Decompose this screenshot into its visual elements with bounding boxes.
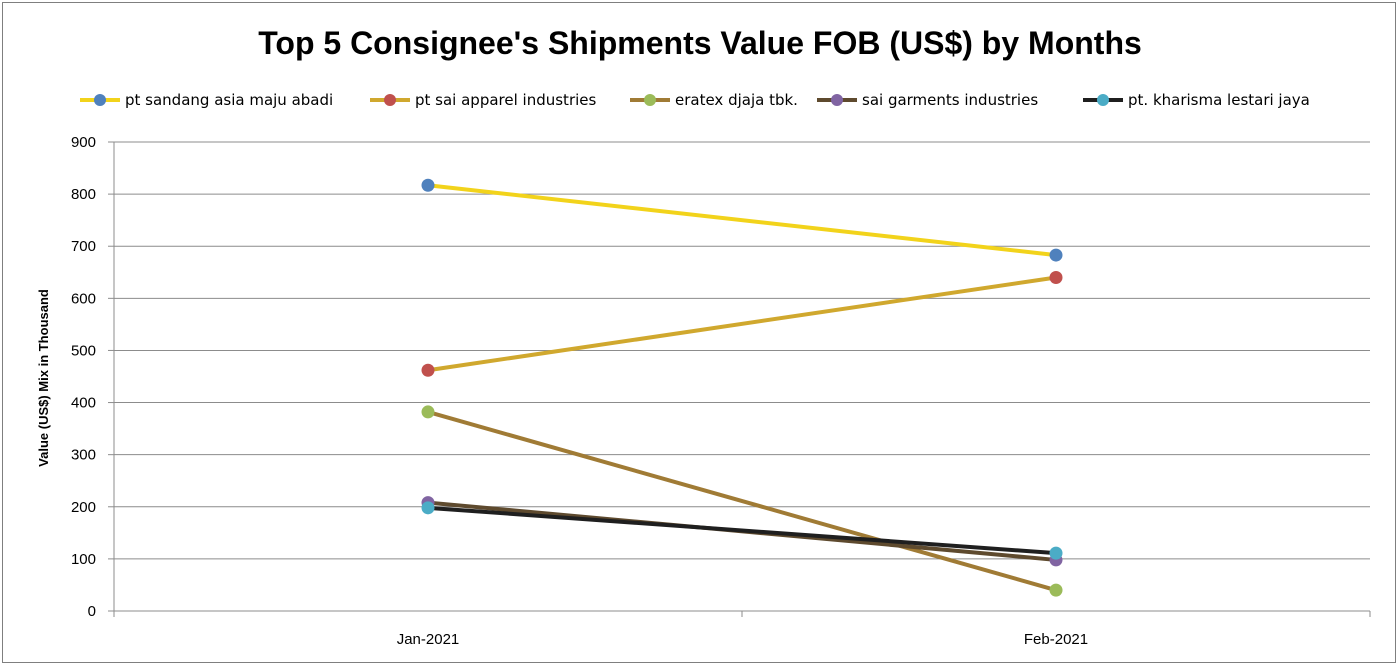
series-line [427,275,1057,373]
y-tick-label: 700 [71,238,96,255]
chart-series [421,178,1063,597]
data-point [1049,583,1063,597]
legend-label: sai garments industries [862,91,1038,109]
y-tick-label: 500 [71,342,96,359]
y-tick-label: 600 [71,290,96,307]
legend-marker [94,94,106,106]
data-point [421,363,435,377]
data-point [421,178,435,192]
gridlines [114,141,1370,560]
legend-marker [644,94,656,106]
data-point [1049,270,1063,284]
chart-title: Top 5 Consignee's Shipments Value FOB (U… [258,25,1142,61]
series-4 [421,501,1063,560]
legend-item: pt sandang asia maju abadi [80,91,333,109]
legend-label: pt sandang asia maju abadi [125,91,333,109]
legend-marker [384,94,396,106]
data-point [421,501,435,515]
y-tick-label: 900 [71,134,96,151]
y-tick-label: 0 [88,603,96,620]
axes [113,142,1370,612]
data-point [1049,248,1063,262]
legend-marker [831,94,843,106]
series-line [427,183,1057,258]
legend-item: sai garments industries [817,91,1038,109]
legend-label: pt sai apparel industries [415,91,597,109]
data-point [421,405,435,419]
legend-label: eratex djaja tbk. [675,91,798,109]
x-tick-label: Jan-2021 [397,631,460,648]
y-axis-label: Value (US$) Mix in Thousand [36,289,51,467]
data-point [1049,546,1063,560]
series-2 [421,405,1063,597]
x-axis-ticks: Jan-2021 Feb-2021 [113,611,1371,648]
y-tick-label: 300 [71,447,96,464]
x-tick-label: Feb-2021 [1024,631,1088,648]
series-line [427,410,1057,593]
legend-marker [1097,94,1109,106]
series-1 [421,270,1063,377]
y-tick-label: 400 [71,395,96,412]
legend-item: pt. kharisma lestari jaya [1083,91,1310,109]
legend-item: pt sai apparel industries [370,91,597,109]
chart-legend: pt sandang asia maju abadi pt sai apparel… [80,91,1310,109]
y-tick-label: 200 [71,499,96,516]
y-tick-label: 100 [71,551,96,568]
series-0 [421,178,1063,262]
y-tick-label: 800 [71,186,96,203]
y-axis-ticks: 0 100 200 300 400 500 600 700 800 900 [71,134,114,620]
legend-item: eratex djaja tbk. [630,91,798,109]
legend-label: pt. kharisma lestari jaya [1128,91,1310,109]
series-line [427,505,1057,556]
